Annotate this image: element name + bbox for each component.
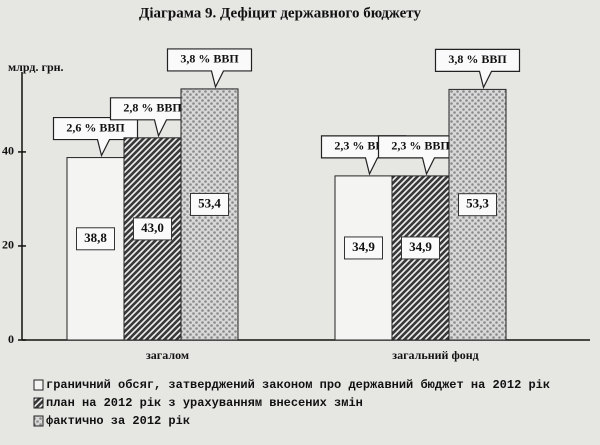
legend-swatch: [33, 397, 44, 409]
callout-box: [166, 48, 253, 89]
value-label-box: [458, 193, 497, 217]
legend-swatch: [33, 415, 44, 427]
value-label-box: [190, 192, 229, 216]
legend-label: граничний обсяг, затверджений законом пр…: [46, 377, 550, 392]
y-tick-label: 20: [2, 238, 14, 252]
value-label: 34,9: [409, 239, 432, 254]
callout: 3,8 % ВВП: [180, 52, 239, 66]
value-label-box: [344, 236, 383, 260]
callout-box: [52, 116, 139, 158]
value-label: 34,9: [352, 239, 375, 254]
callout: 3,8 % ВВП: [448, 52, 507, 66]
x-tick-label: загальний фонд: [392, 348, 478, 362]
value-label: 53,3: [466, 196, 489, 211]
callout: 2,6 % ВВП: [66, 120, 125, 134]
callout: 2,8 % ВВП: [123, 101, 182, 115]
value-label-box: [76, 227, 115, 251]
callout-box: [434, 48, 521, 90]
value-label: 53,4: [198, 195, 221, 210]
y-tick-label: 40: [2, 144, 14, 158]
chart-title: Діаграма 9. Дефіцит державного бюджету: [139, 5, 421, 21]
legend-swatch: [33, 379, 44, 391]
legend-label: фактично за 2012 рік: [46, 414, 190, 428]
x-tick-label: загалом: [146, 348, 189, 362]
callout: 2,3 % ВВП: [391, 139, 450, 153]
value-label: 38,8: [84, 230, 107, 245]
value-label-box: [401, 236, 440, 260]
legend-label: план на 2012 рік з урахуванням внесених …: [46, 396, 363, 410]
y-tick-label: 0: [8, 332, 14, 346]
value-label: 43,0: [141, 220, 164, 235]
value-label-box: [133, 217, 172, 241]
y-axis-label: млрд. грн.: [8, 60, 64, 74]
